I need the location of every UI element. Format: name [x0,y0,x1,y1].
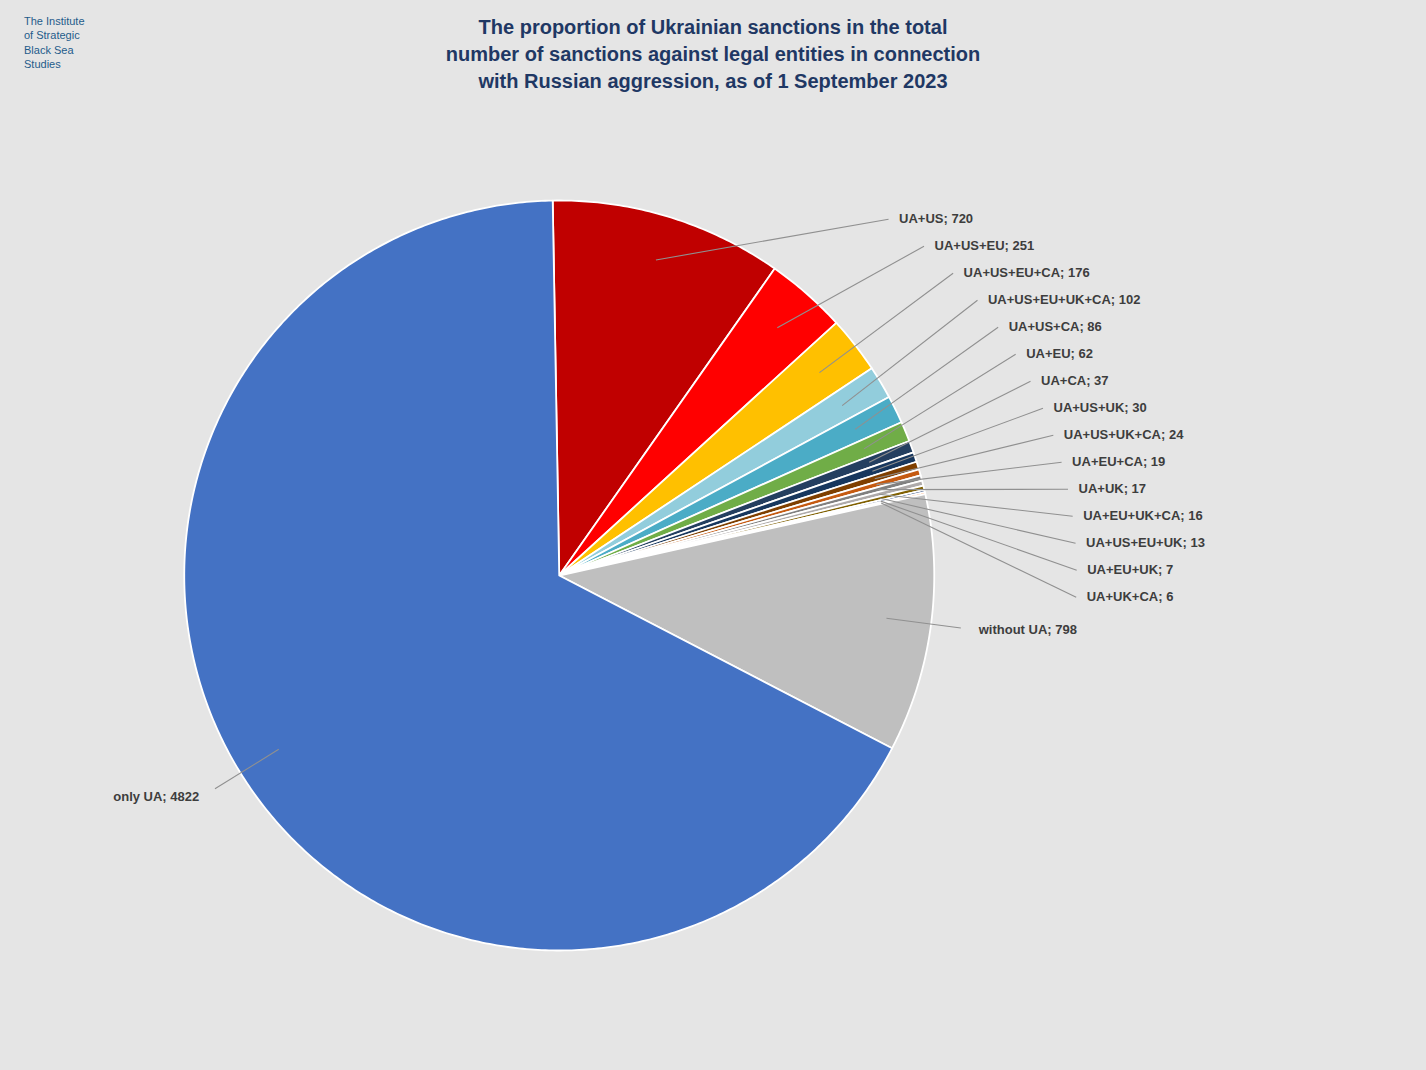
svg-text:UA+UK+CA; 6: UA+UK+CA; 6 [1087,589,1174,604]
svg-text:UA+US+EU; 251: UA+US+EU; 251 [935,238,1035,253]
svg-text:UA+US+UK+CA; 24: UA+US+UK+CA; 24 [1064,427,1184,442]
svg-text:UA+EU+UK; 7: UA+EU+UK; 7 [1087,562,1173,577]
svg-text:UA+EU+UK+CA; 16: UA+EU+UK+CA; 16 [1083,508,1203,523]
svg-text:UA+EU; 62: UA+EU; 62 [1026,346,1093,361]
svg-text:UA+US+EU+UK+CA; 102: UA+US+EU+UK+CA; 102 [988,292,1140,307]
html-text:The Institute of Strategic Bla: The Institute of Strategic Black Sea Stu… [24,15,85,70]
svg-text:UA+US; 720: UA+US; 720 [899,211,973,226]
svg-text:UA+US+UK; 30: UA+US+UK; 30 [1053,400,1146,415]
svg-text:UA+US+CA; 86: UA+US+CA; 86 [1009,319,1102,334]
svg-text:UA+CA; 37: UA+CA; 37 [1041,373,1109,388]
svg-text:UA+EU+CA; 19: UA+EU+CA; 19 [1072,454,1165,469]
svg-text:UA+US+EU+UK; 13: UA+US+EU+UK; 13 [1086,535,1205,550]
svg-text:without UA; 798: without UA; 798 [978,622,1077,637]
svg-text:UA+UK; 17: UA+UK; 17 [1079,481,1147,496]
svg-text:only UA; 4822: only UA; 4822 [113,789,199,804]
svg-text:UA+US+EU+CA; 176: UA+US+EU+CA; 176 [964,265,1090,280]
html-text:The proportion of Ukrainian sa: The proportion of Ukrainian sanctions in… [445,16,981,92]
